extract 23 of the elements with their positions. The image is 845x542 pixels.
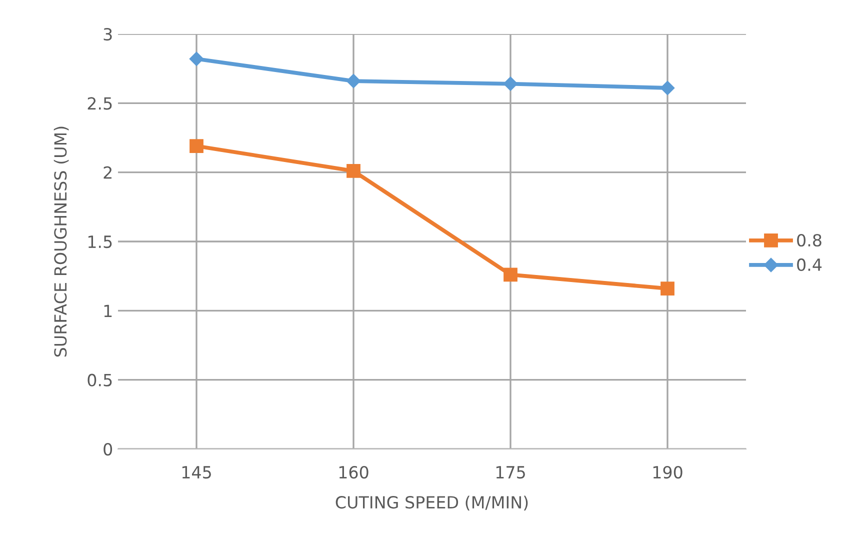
point (504, 268, 518, 282)
x-tick-label: 190 (653, 466, 682, 479)
y-tick-label: 2 (104, 166, 112, 179)
point (189, 52, 204, 66)
y-axis-title: SURFACE ROUGHNESS (UM) (54, 126, 69, 357)
point (346, 164, 360, 178)
legend-label: 0.8 (797, 234, 822, 247)
y-tick-label: 1 (104, 304, 112, 317)
legend-label: 0.4 (797, 258, 822, 272)
y-tick-label: 2.5 (88, 97, 112, 110)
point (503, 76, 518, 91)
point (346, 74, 361, 88)
x-tick-label: 145 (182, 466, 211, 479)
x-tick-label: 175 (496, 466, 525, 479)
point (660, 282, 674, 296)
y-tick-label: 0.5 (88, 374, 112, 386)
y-tick-label: 1.5 (88, 236, 112, 248)
y-tick-label: 3 (104, 28, 112, 41)
point (190, 139, 204, 153)
y-tick-label: 0 (104, 442, 112, 456)
point (660, 80, 675, 96)
x-tick-label: 160 (339, 466, 368, 479)
x-axis-title: CUTING SPEED (M/MIN) (336, 496, 528, 511)
